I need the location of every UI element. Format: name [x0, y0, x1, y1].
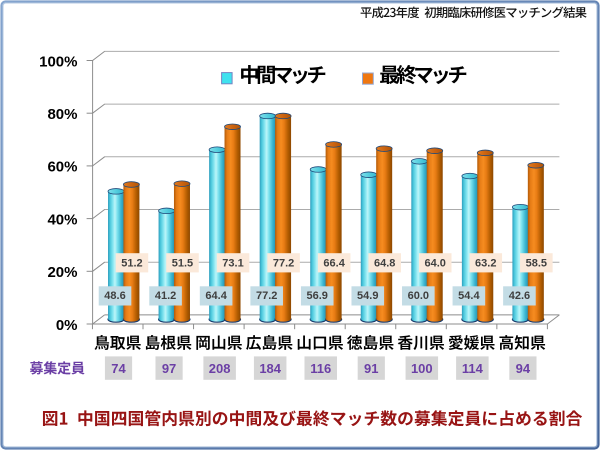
svg-text:80%: 80% [47, 106, 77, 123]
svg-text:20%: 20% [47, 264, 77, 281]
svg-text:42.6: 42.6 [509, 290, 530, 302]
svg-text:91: 91 [364, 361, 378, 376]
svg-text:74: 74 [111, 361, 126, 376]
svg-text:64.4: 64.4 [205, 290, 227, 302]
svg-text:60%: 60% [47, 159, 77, 176]
svg-text:63.2: 63.2 [475, 258, 496, 270]
svg-text:66.4: 66.4 [323, 258, 345, 270]
svg-text:100%: 100% [39, 53, 77, 70]
svg-text:64.0: 64.0 [425, 258, 446, 270]
svg-text:73.1: 73.1 [222, 258, 243, 270]
svg-text:41.2: 41.2 [155, 290, 176, 302]
svg-text:48.6: 48.6 [104, 290, 125, 302]
svg-text:94: 94 [516, 361, 531, 376]
svg-text:54.9: 54.9 [357, 290, 378, 302]
svg-text:100: 100 [411, 361, 433, 376]
svg-text:56.9: 56.9 [307, 290, 328, 302]
svg-text:0%: 0% [56, 317, 78, 334]
svg-text:114: 114 [462, 361, 484, 376]
svg-text:208: 208 [209, 361, 231, 376]
svg-text:51.5: 51.5 [172, 258, 193, 270]
svg-text:77.2: 77.2 [273, 258, 294, 270]
svg-text:60.0: 60.0 [408, 290, 429, 302]
svg-text:51.2: 51.2 [121, 258, 142, 270]
svg-text:54.4: 54.4 [458, 290, 480, 302]
svg-text:40%: 40% [47, 211, 77, 228]
svg-text:97: 97 [162, 361, 176, 376]
svg-text:64.8: 64.8 [374, 258, 395, 270]
svg-text:58.5: 58.5 [526, 258, 547, 270]
svg-text:77.2: 77.2 [256, 290, 277, 302]
svg-text:184: 184 [259, 361, 281, 376]
svg-text:116: 116 [310, 361, 331, 376]
